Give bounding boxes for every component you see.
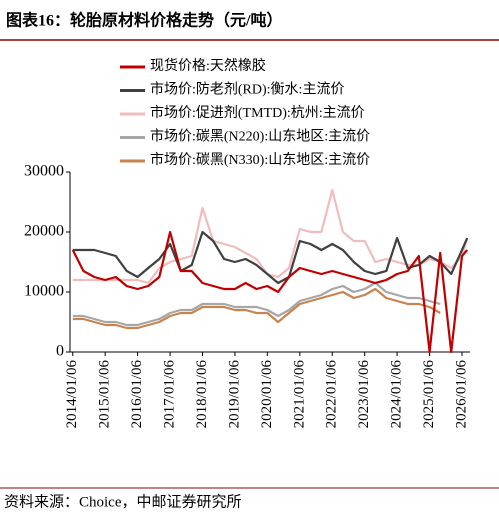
y-tick-label: 10000 [24, 283, 64, 300]
legend-label: 市场价:碳黑(N220):山东地区:主流价 [150, 128, 370, 145]
x-tick-label: 2017/01/06 [162, 360, 178, 429]
legend-label: 现货价格:天然橡胶 [150, 57, 266, 74]
series-line [72, 230, 469, 285]
x-tick-label: 2021/01/06 [291, 360, 307, 429]
x-tick-label: 2024/01/06 [389, 360, 405, 429]
series-line [72, 281, 441, 327]
series-line [71, 230, 469, 354]
source: 资料来源：Choice，中邮证券研究所 [4, 493, 242, 510]
x-tick-label: 2022/01/06 [324, 360, 340, 429]
x-tick-label: 2026/01/06 [453, 360, 469, 429]
x-tick-label: 2019/01/06 [226, 360, 242, 429]
x-tick-label: 2014/01/06 [64, 360, 80, 429]
x-tick-label: 2025/01/06 [421, 360, 437, 429]
series-line [72, 287, 441, 330]
legend-label: 市场价:促进剂(TMTD):杭州:主流价 [150, 104, 365, 121]
x-tick-label: 2023/01/06 [356, 360, 372, 429]
x-tick-label: 2020/01/06 [259, 360, 275, 429]
legend-label: 市场价:防老剂(RD):衡水:主流价 [150, 81, 344, 98]
x-tick-label: 2018/01/06 [194, 360, 210, 429]
legend-label: 市场价:碳黑(N330):山东地区:主流价 [150, 151, 370, 168]
y-tick-label: 0 [56, 343, 64, 360]
y-tick-label: 30000 [24, 163, 64, 180]
x-tick-label: 2016/01/06 [129, 360, 145, 429]
chart-title: 图表16：轮胎原材料价格走势（元/吨） [6, 11, 282, 30]
x-tick-label: 2015/01/06 [97, 360, 113, 429]
y-tick-label: 20000 [24, 223, 64, 240]
